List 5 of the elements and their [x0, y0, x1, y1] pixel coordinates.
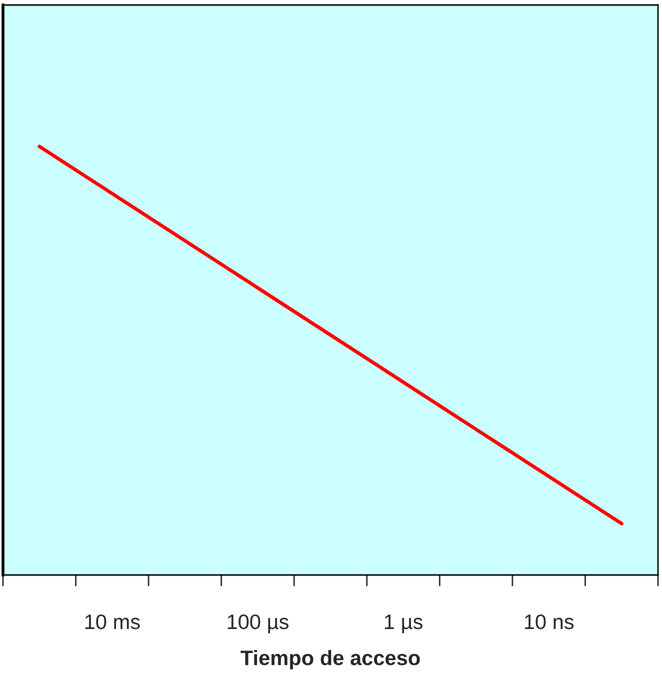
x-tick-label: 10 ns	[524, 614, 574, 630]
x-tick-label: 100 µs	[228, 614, 288, 634]
x-tick-label: 10 ms	[85, 614, 140, 630]
x-axis-title: Tiempo de acceso	[240, 650, 420, 670]
x-tick-label: 1 µs	[384, 614, 422, 634]
